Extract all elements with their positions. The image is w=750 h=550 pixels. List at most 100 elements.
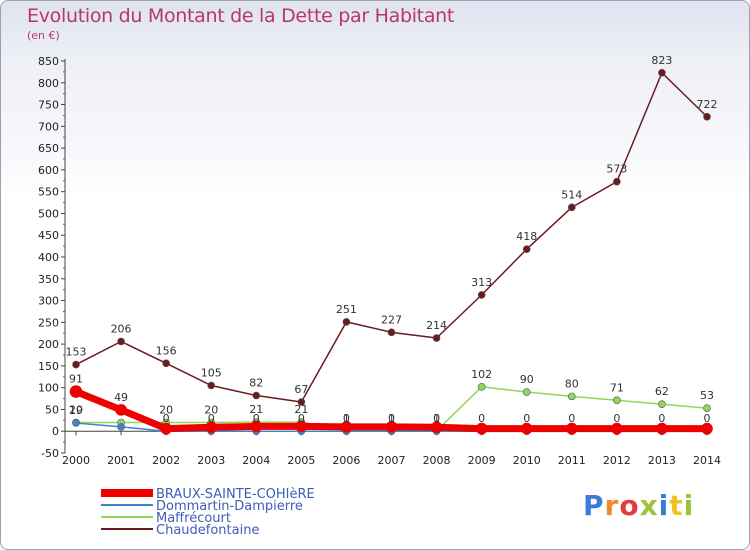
y-tick-label: 350 [38,273,59,286]
x-tick-label: 2011 [558,454,586,467]
x-tick-label: 2004 [242,454,270,467]
data-point [565,422,578,435]
data-point [475,422,488,435]
data-point [703,112,711,121]
data-point [430,421,443,434]
data-point [385,421,398,433]
y-tick-label: 150 [38,360,59,373]
data-point [72,419,80,427]
data-label: 722 [697,98,718,111]
data-point [162,359,170,368]
legend-entry: Dommartin-Dampierre [156,499,303,514]
data-label: 0 [208,412,215,425]
series-layer [69,68,713,436]
data-point [701,422,713,435]
data-point [117,423,125,431]
data-point [250,420,263,433]
data-label: 0 [163,412,170,425]
data-point [567,392,576,401]
x-tick-label: 2003 [197,454,225,467]
logo-letter: r [604,489,620,522]
y-tick-label: 750 [38,99,59,112]
data-point [297,398,306,406]
data-label: 0 [523,412,530,425]
data-point [205,421,218,434]
data-label: 102 [471,368,492,381]
data-point [340,421,353,433]
data-point [656,422,668,435]
y-tick-label: 200 [38,338,59,351]
axes: -500501001502002503003504004505005506006… [38,55,721,467]
y-tick-label: 700 [38,120,59,133]
logo-letter: o [619,489,640,522]
logo-letter: i [683,489,695,522]
y-tick-label: 50 [45,403,59,416]
chart-title: Evolution du Montant de la Dette par Hab… [27,5,455,27]
x-tick-label: 2007 [378,454,406,467]
data-point [611,422,623,435]
y-tick-label: 800 [38,77,59,90]
x-tick-label: 2008 [423,454,451,467]
data-label: 514 [561,188,582,201]
data-label: 0 [343,412,350,425]
legend-entry: Maffrécourt [156,511,231,526]
data-label: 0 [388,412,395,425]
data-label: 0 [298,412,305,425]
x-tick-label: 2010 [513,454,541,467]
data-label: 105 [201,366,222,379]
data-label: 49 [114,391,128,404]
data-label: 62 [655,385,669,398]
data-point [342,318,351,326]
y-tick-label: -50 [41,447,59,460]
data-point [703,404,711,412]
y-tick-label: 550 [38,186,59,199]
proxiti-logo: Proxiti [583,489,694,522]
data-label: 21 [294,403,308,416]
y-tick-label: 400 [38,251,59,264]
logo-letter: x [639,489,659,522]
y-tick-label: 850 [38,55,59,68]
data-label: 80 [565,377,579,390]
data-label: 71 [610,381,624,394]
data-label: 251 [336,303,357,316]
x-tick-label: 2013 [648,454,676,467]
x-tick-label: 2001 [107,454,135,467]
logo-letter: i [658,489,670,522]
data-point [69,385,83,398]
x-tick-label: 2009 [468,454,496,467]
y-tick-label: 450 [38,229,59,242]
legend: BRAUX-SAINTE-COHIèREDommartin-DampierreM… [101,487,315,538]
data-label: 823 [651,54,672,67]
data-label: 313 [471,276,492,289]
data-label: 53 [700,389,714,402]
data-point [522,388,531,396]
data-label: 418 [516,230,537,243]
x-tick-label: 2002 [152,454,180,467]
data-label: 82 [249,377,263,390]
data-label: 0 [613,412,620,425]
y-tick-label: 250 [38,316,59,329]
data-point [567,203,576,212]
x-tick-label: 2000 [62,454,90,467]
data-label: 227 [381,313,402,326]
data-label: 0 [253,412,260,425]
data-label: 0 [658,412,665,425]
data-label: 19 [69,404,83,417]
legend-entry: BRAUX-SAINTE-COHIèRE [156,487,315,502]
data-point [658,400,666,409]
data-label: 0 [478,412,485,425]
x-tick-label: 2012 [603,454,631,467]
data-label: 156 [156,344,177,357]
data-label: 1 [343,412,350,425]
data-point [613,396,621,405]
data-point [115,404,127,416]
data-point [117,337,125,346]
data-point [72,360,80,369]
data-label: 1 [433,412,440,425]
y-tick-label: 0 [52,425,59,438]
data-point [295,420,308,433]
data-label: 206 [111,322,132,335]
data-label: 20 [204,404,218,417]
